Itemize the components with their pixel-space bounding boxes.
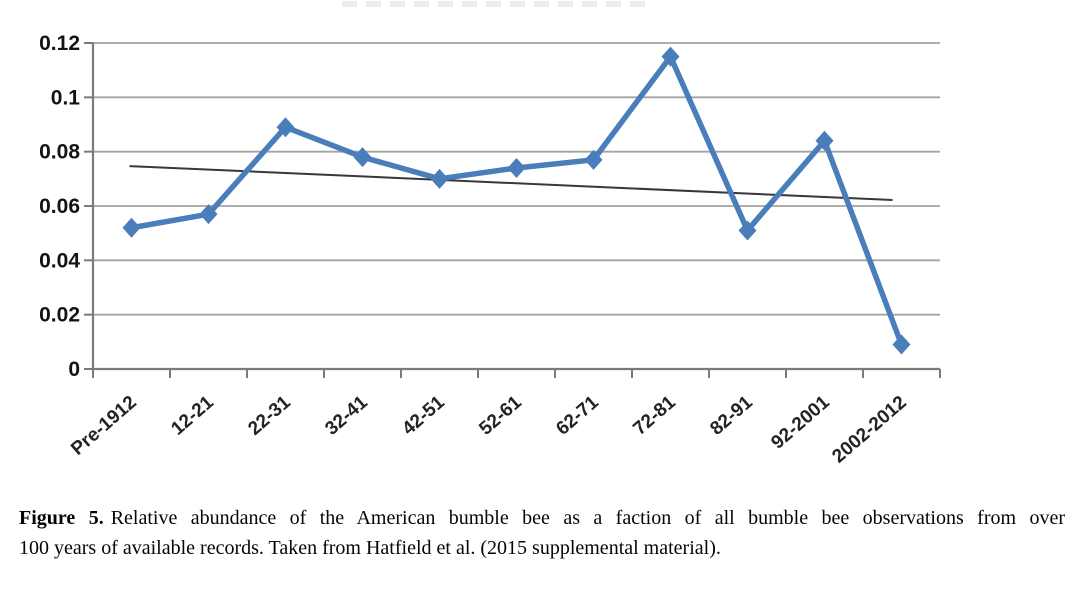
x-tick-label: 22-31 [244,392,295,440]
x-tick-label: 52-61 [475,392,526,440]
x-tick-label: 12-21 [167,392,218,440]
data-point-marker [815,130,834,151]
trendline [129,165,893,202]
x-tick-label: 42-51 [398,392,449,440]
y-tick-label: 0.12 [39,32,80,55]
y-tick-label: 0.1 [51,86,81,109]
y-tick-label: 0 [68,358,80,381]
x-tick-label: 82-91 [706,392,757,440]
data-point-marker [507,157,526,178]
data-point-marker [430,168,449,189]
abundance-series-line [128,53,905,348]
data-point-marker [661,46,680,67]
data-point-marker [199,204,218,225]
cropped-title-remnant [342,1,648,7]
x-tick-label: 62-71 [552,392,603,440]
data-point-marker [584,149,603,170]
x-tick-label: 72-81 [629,392,680,440]
caption-text-line1: Relative abundance of the American bumbl… [110,507,1065,529]
abundance-line-chart: 0 0.02 0.04 0.06 0.08 0.1 0.12 Pre-1912 12-21 22-… [39,32,941,467]
data-point-marker [353,147,372,168]
x-tick-label: Pre-1912 [67,392,141,460]
y-tick-label: 0.04 [39,249,80,272]
caption-line-1: Figure 5. Relative abundance of the Ameri… [19,503,1065,533]
caption-figure-label: Figure 5. [19,507,104,529]
x-tick-label: 2002-2012 [828,392,910,467]
data-point-marker [738,220,757,241]
y-tick-label: 0.08 [39,141,80,164]
caption-text-line2: 100 years of available records. Taken fr… [19,537,721,559]
x-tick-label: 32-41 [321,392,372,440]
x-tick-label: 92-2001 [767,392,834,454]
data-point-marker [276,117,295,138]
data-point-marker [122,217,141,238]
y-tick-label: 0.02 [39,304,80,327]
data-point-marker [892,334,911,355]
figure-caption: Figure 5. Relative abundance of the Ameri… [19,503,1065,563]
y-tick-label: 0.06 [39,195,80,218]
